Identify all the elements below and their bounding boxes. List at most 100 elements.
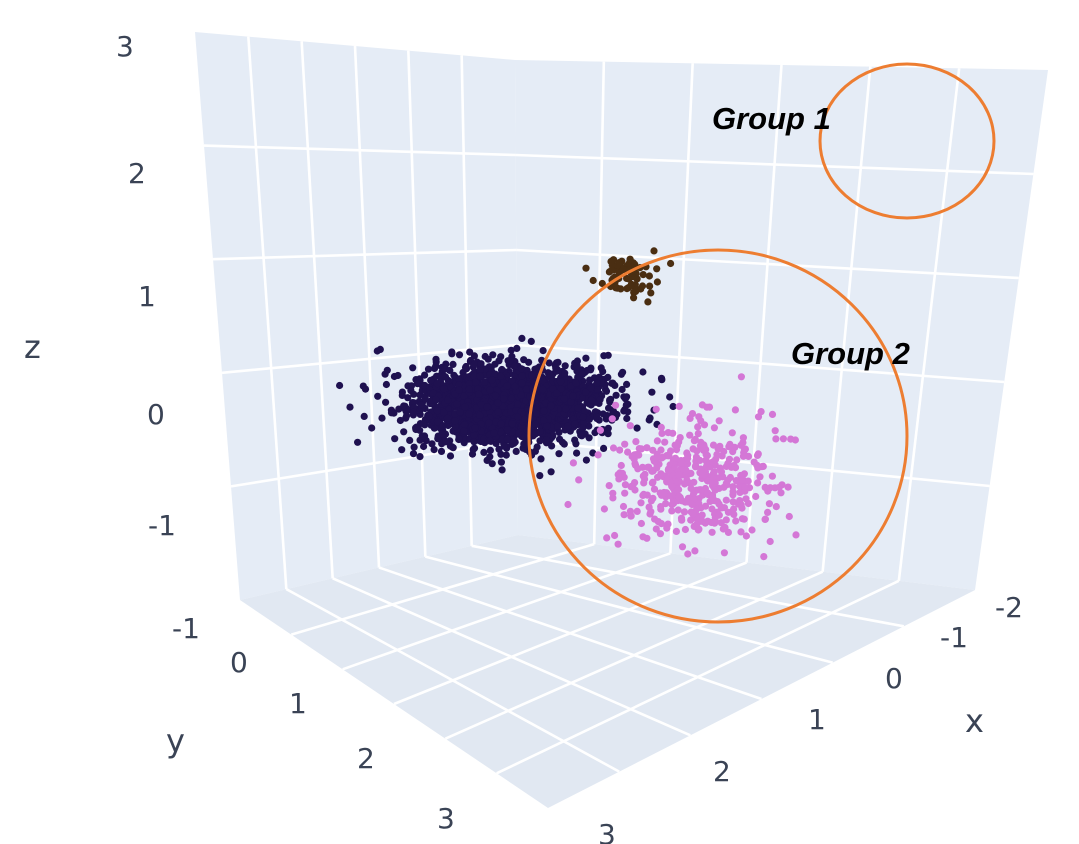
data-point-series-1 bbox=[495, 357, 503, 365]
data-point-series-1 bbox=[539, 385, 547, 393]
data-point-series-1 bbox=[518, 372, 526, 380]
data-point-series-1 bbox=[619, 368, 627, 376]
data-point-series-3 bbox=[650, 247, 658, 255]
data-point-series-2 bbox=[616, 446, 624, 454]
data-point-series-1 bbox=[502, 451, 510, 459]
data-point-series-2 bbox=[656, 530, 665, 538]
data-point-series-2 bbox=[725, 443, 733, 451]
data-point-series-2 bbox=[727, 463, 736, 471]
data-point-series-2 bbox=[787, 435, 795, 443]
data-point-series-2 bbox=[594, 451, 602, 459]
data-point-series-1 bbox=[639, 368, 647, 376]
data-point-series-3 bbox=[626, 255, 634, 263]
data-point-series-1 bbox=[494, 408, 502, 416]
data-point-series-2 bbox=[729, 491, 737, 499]
data-point-series-2 bbox=[688, 500, 696, 509]
grid-line bbox=[496, 579, 900, 775]
data-point-series-1 bbox=[470, 438, 478, 446]
data-point-series-2 bbox=[632, 438, 640, 446]
data-point-series-1 bbox=[404, 394, 412, 402]
data-point-series-1 bbox=[540, 407, 548, 415]
grid-line bbox=[516, 248, 1019, 280]
data-point-series-1 bbox=[468, 450, 477, 458]
data-point-series-1 bbox=[602, 387, 611, 395]
data-point-series-1 bbox=[569, 392, 577, 400]
grid-line bbox=[745, 64, 783, 563]
data-point-series-1 bbox=[461, 363, 470, 372]
data-point-series-1 bbox=[572, 440, 580, 448]
data-point-series-3 bbox=[589, 276, 597, 285]
data-point-series-1 bbox=[417, 401, 425, 409]
data-point-series-1 bbox=[604, 430, 612, 438]
data-point-series-2 bbox=[709, 493, 717, 501]
data-point-series-1 bbox=[460, 421, 469, 429]
data-point-series-2 bbox=[657, 520, 666, 528]
data-point-series-2 bbox=[717, 519, 725, 527]
data-point-series-1 bbox=[593, 379, 601, 387]
y-tick-label: 2 bbox=[357, 742, 375, 775]
data-point-series-1 bbox=[446, 366, 454, 374]
data-point-series-2 bbox=[621, 481, 630, 489]
data-point-series-2 bbox=[635, 445, 643, 453]
data-point-series-1 bbox=[485, 419, 493, 427]
group-2-highlight-circle bbox=[527, 248, 909, 624]
data-point-series-1 bbox=[595, 373, 603, 381]
grid-line bbox=[407, 50, 427, 557]
data-point-series-1 bbox=[424, 365, 433, 373]
data-point-series-2 bbox=[726, 473, 735, 482]
data-point-series-2 bbox=[681, 525, 690, 534]
data-point-series-2 bbox=[652, 405, 660, 413]
data-point-series-3 bbox=[625, 275, 633, 283]
data-point-series-1 bbox=[492, 418, 500, 426]
data-point-series-2 bbox=[764, 487, 772, 495]
data-point-series-1 bbox=[514, 413, 522, 421]
data-point-series-1 bbox=[543, 422, 551, 430]
data-point-series-1 bbox=[460, 392, 468, 400]
data-point-series-2 bbox=[732, 517, 740, 525]
data-point-series-1 bbox=[582, 354, 590, 362]
data-point-series-2 bbox=[681, 480, 689, 488]
data-point-series-3 bbox=[638, 282, 647, 290]
data-point-series-2 bbox=[639, 491, 647, 499]
data-point-series-1 bbox=[470, 431, 478, 439]
data-point-series-1 bbox=[578, 393, 586, 402]
data-point-series-1 bbox=[420, 442, 428, 451]
data-point-series-1 bbox=[472, 378, 480, 386]
data-point-series-2 bbox=[731, 406, 740, 414]
data-point-series-2 bbox=[678, 516, 686, 524]
data-point-series-2 bbox=[698, 401, 707, 409]
data-point-series-2 bbox=[668, 501, 676, 509]
data-point-series-1 bbox=[612, 391, 620, 399]
data-point-series-1 bbox=[336, 381, 344, 390]
data-point-series-2 bbox=[649, 494, 657, 502]
data-point-series-2 bbox=[661, 438, 669, 446]
data-point-series-2 bbox=[680, 508, 689, 516]
data-point-series-1 bbox=[441, 373, 450, 381]
data-point-series-1 bbox=[486, 453, 494, 461]
data-point-series-2 bbox=[614, 471, 622, 479]
data-point-series-2 bbox=[674, 506, 682, 514]
grid-line bbox=[203, 144, 516, 157]
data-point-series-1 bbox=[486, 446, 494, 454]
data-point-series-2 bbox=[760, 553, 768, 561]
data-point-series-1 bbox=[498, 466, 506, 474]
data-point-series-2 bbox=[628, 452, 636, 460]
data-point-series-1 bbox=[444, 396, 452, 404]
data-point-series-2 bbox=[684, 452, 692, 460]
data-point-series-1 bbox=[488, 376, 496, 384]
data-point-series-2 bbox=[624, 448, 632, 456]
data-point-series-1 bbox=[455, 351, 464, 359]
data-point-series-1 bbox=[596, 396, 604, 404]
data-point-series-3 bbox=[615, 259, 623, 267]
data-point-series-1 bbox=[572, 379, 580, 387]
data-point-series-1 bbox=[561, 369, 569, 377]
data-point-series-2 bbox=[765, 500, 774, 508]
data-point-series-1 bbox=[425, 412, 434, 420]
data-point-series-2 bbox=[650, 485, 659, 493]
data-point-series-1 bbox=[448, 350, 456, 358]
x-axis-title: x bbox=[965, 702, 984, 740]
data-point-series-2 bbox=[608, 415, 616, 423]
x-tick-label: 0 bbox=[885, 662, 903, 695]
data-point-series-2 bbox=[772, 435, 780, 443]
data-point-series-1 bbox=[439, 422, 447, 430]
